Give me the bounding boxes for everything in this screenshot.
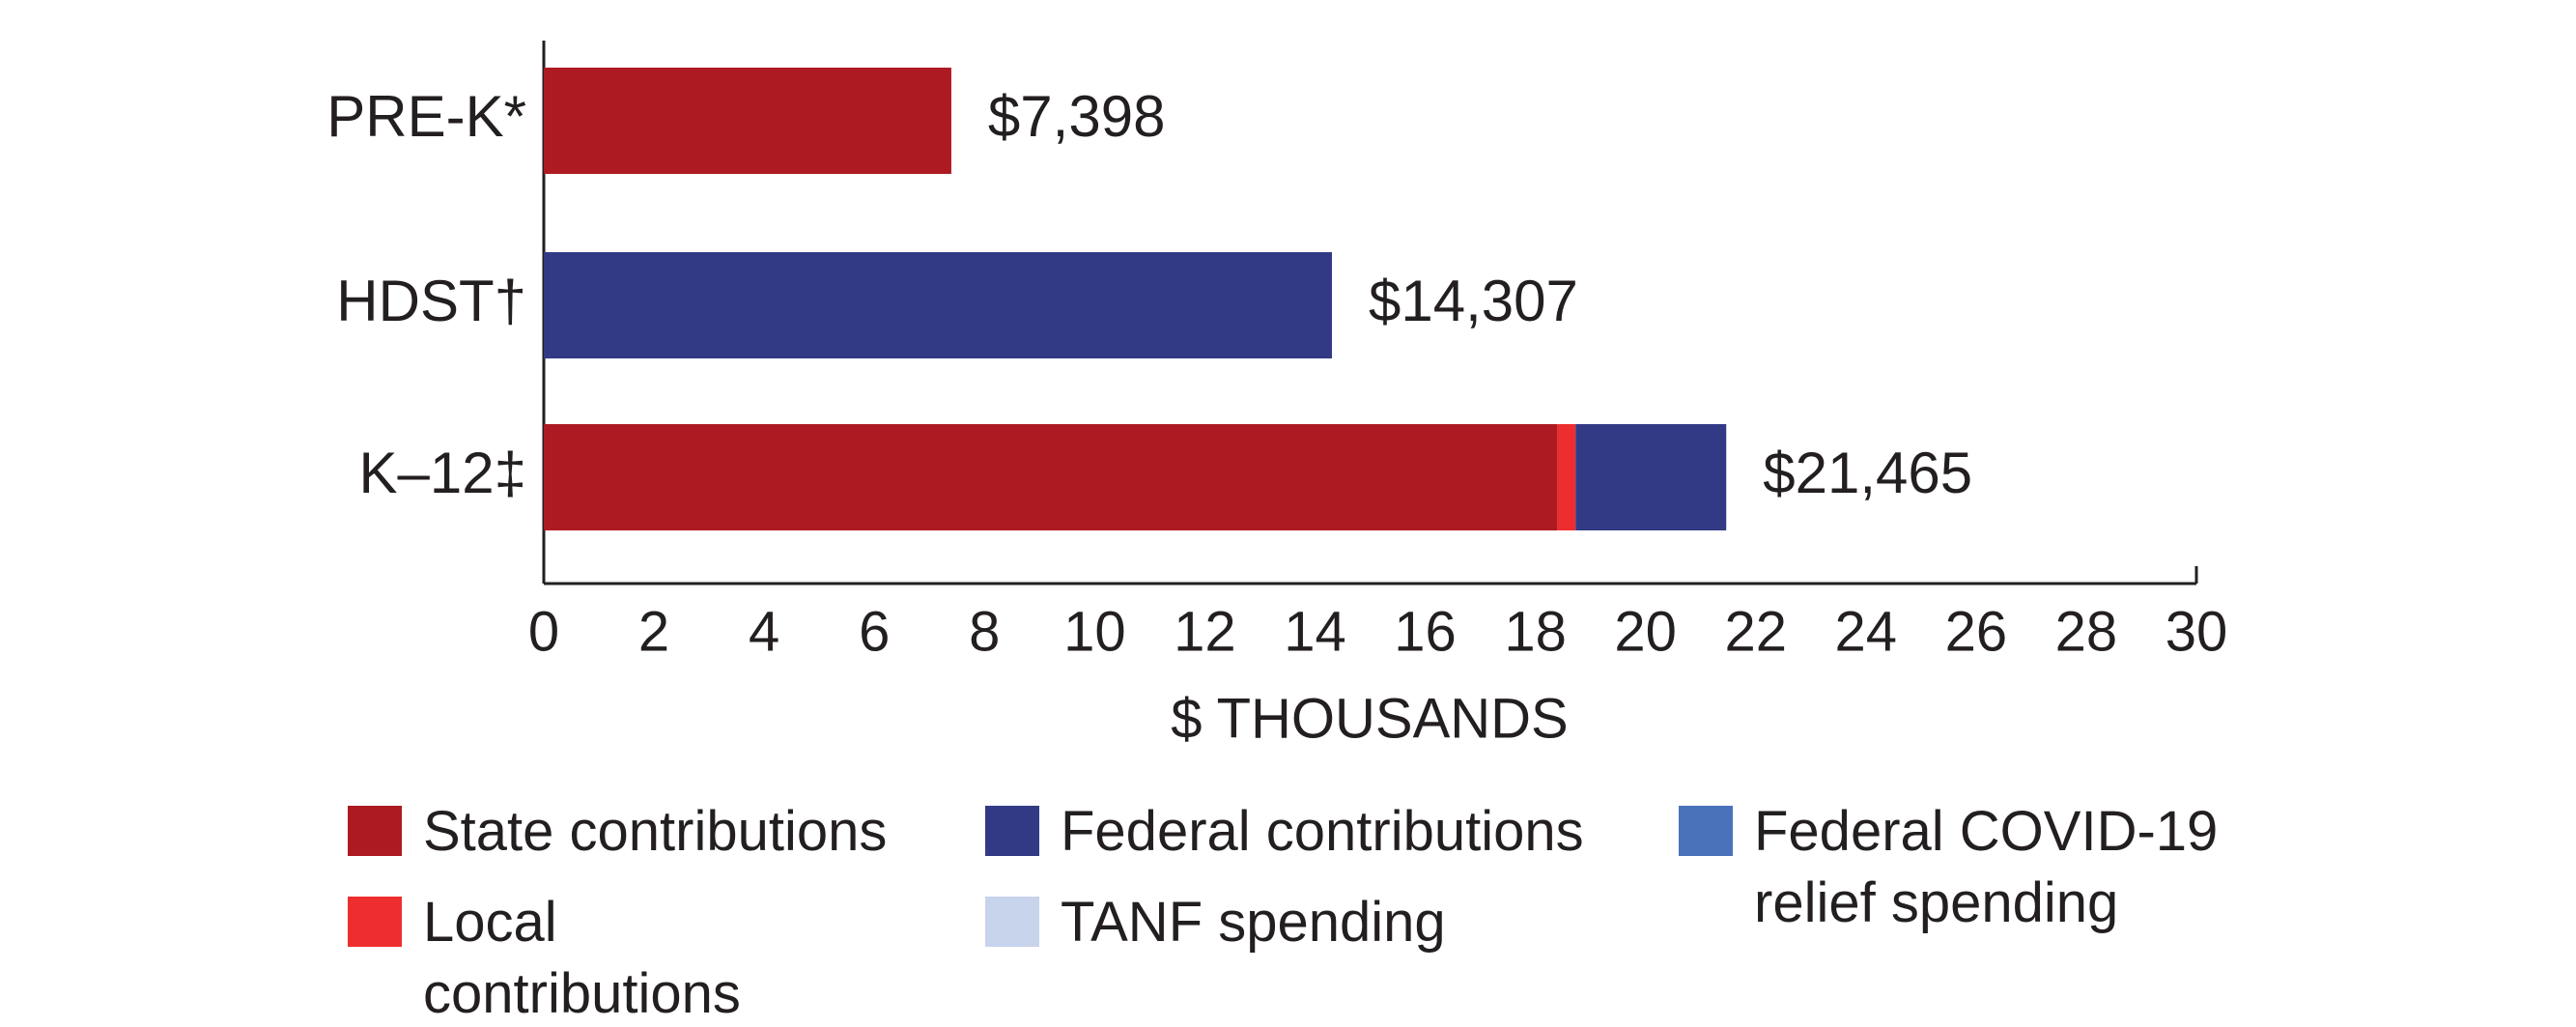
- x-tick-label: 0: [528, 600, 559, 663]
- legend-label: State contributions: [423, 800, 888, 863]
- total-label: $7,398: [988, 84, 1166, 149]
- legend-swatch: [348, 806, 402, 856]
- y-tick-label: K–12‡: [359, 441, 527, 505]
- x-tick-label: 16: [1394, 600, 1457, 663]
- x-tick-label: 2: [638, 600, 669, 663]
- bar-segment: [1557, 424, 1576, 530]
- legend-item: Local contributions: [348, 887, 889, 1027]
- x-tick-label: 8: [969, 600, 1000, 663]
- x-tick-label: 4: [749, 600, 779, 663]
- x-tick-label: 18: [1504, 600, 1567, 663]
- x-tick-label: 28: [2055, 600, 2118, 663]
- x-tick-label: 6: [859, 600, 890, 663]
- chart: $ THOUSANDS 0 2 4 6 8 10 12 14 16 18 20 22 24 26 28 30P…: [326, 41, 2228, 750]
- x-tick-label: 24: [1835, 600, 1898, 663]
- legend-swatch: [348, 897, 402, 947]
- y-tick-label: HDST†: [336, 269, 526, 333]
- legend-label: Local contributions: [423, 891, 741, 1025]
- legend-swatch: [985, 806, 1039, 856]
- total-label: $21,465: [1763, 441, 1972, 505]
- x-tick-label: 14: [1284, 600, 1346, 663]
- bar-segment: [544, 68, 951, 174]
- legend-item: Federal contributions: [985, 796, 1642, 868]
- bar-segment: [544, 252, 1332, 358]
- legend-item: TANF spending: [985, 887, 1642, 958]
- x-axis-title: $ THOUSANDS: [1171, 687, 1568, 750]
- bar-segment: [544, 424, 1558, 530]
- x-tick-label: 10: [1063, 600, 1126, 663]
- y-tick-label: PRE-K*: [326, 84, 526, 149]
- legend-label: Federal contributions: [1061, 800, 1584, 863]
- x-tick-label: 20: [1614, 600, 1677, 663]
- total-label: $14,307: [1369, 269, 1578, 333]
- legend-label: TANF spending: [1061, 891, 1446, 954]
- legend-item: Federal COVID-19 relief spending: [1679, 796, 2278, 939]
- bar-segment: [1575, 424, 1727, 530]
- legend-label: Federal COVID-19 relief spending: [1754, 800, 2219, 934]
- x-tick-label: 12: [1174, 600, 1236, 663]
- x-tick-label: 26: [1945, 600, 2008, 663]
- legend-item: State contributions: [348, 796, 889, 868]
- x-tick-label: 30: [2166, 600, 2228, 663]
- legend-swatch: [1679, 806, 1733, 856]
- legend-swatch: [985, 897, 1039, 947]
- x-tick-label: 22: [1724, 600, 1787, 663]
